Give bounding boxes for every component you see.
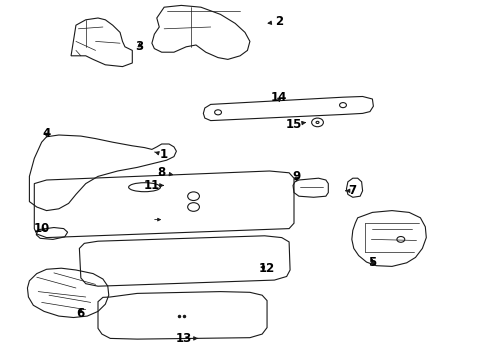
Text: 8: 8 xyxy=(158,166,172,179)
Text: 9: 9 xyxy=(293,170,300,183)
Text: 4: 4 xyxy=(43,127,50,140)
Text: 3: 3 xyxy=(136,40,144,53)
Text: 13: 13 xyxy=(175,332,197,345)
Text: 6: 6 xyxy=(77,307,85,320)
Text: 11: 11 xyxy=(144,179,163,192)
Text: 12: 12 xyxy=(259,262,275,275)
Text: 14: 14 xyxy=(271,91,288,104)
Text: 7: 7 xyxy=(346,184,357,197)
Text: 5: 5 xyxy=(368,256,376,269)
Text: 2: 2 xyxy=(268,15,283,28)
Text: 10: 10 xyxy=(33,222,50,235)
Text: 1: 1 xyxy=(155,148,168,161)
Text: 15: 15 xyxy=(286,118,305,131)
